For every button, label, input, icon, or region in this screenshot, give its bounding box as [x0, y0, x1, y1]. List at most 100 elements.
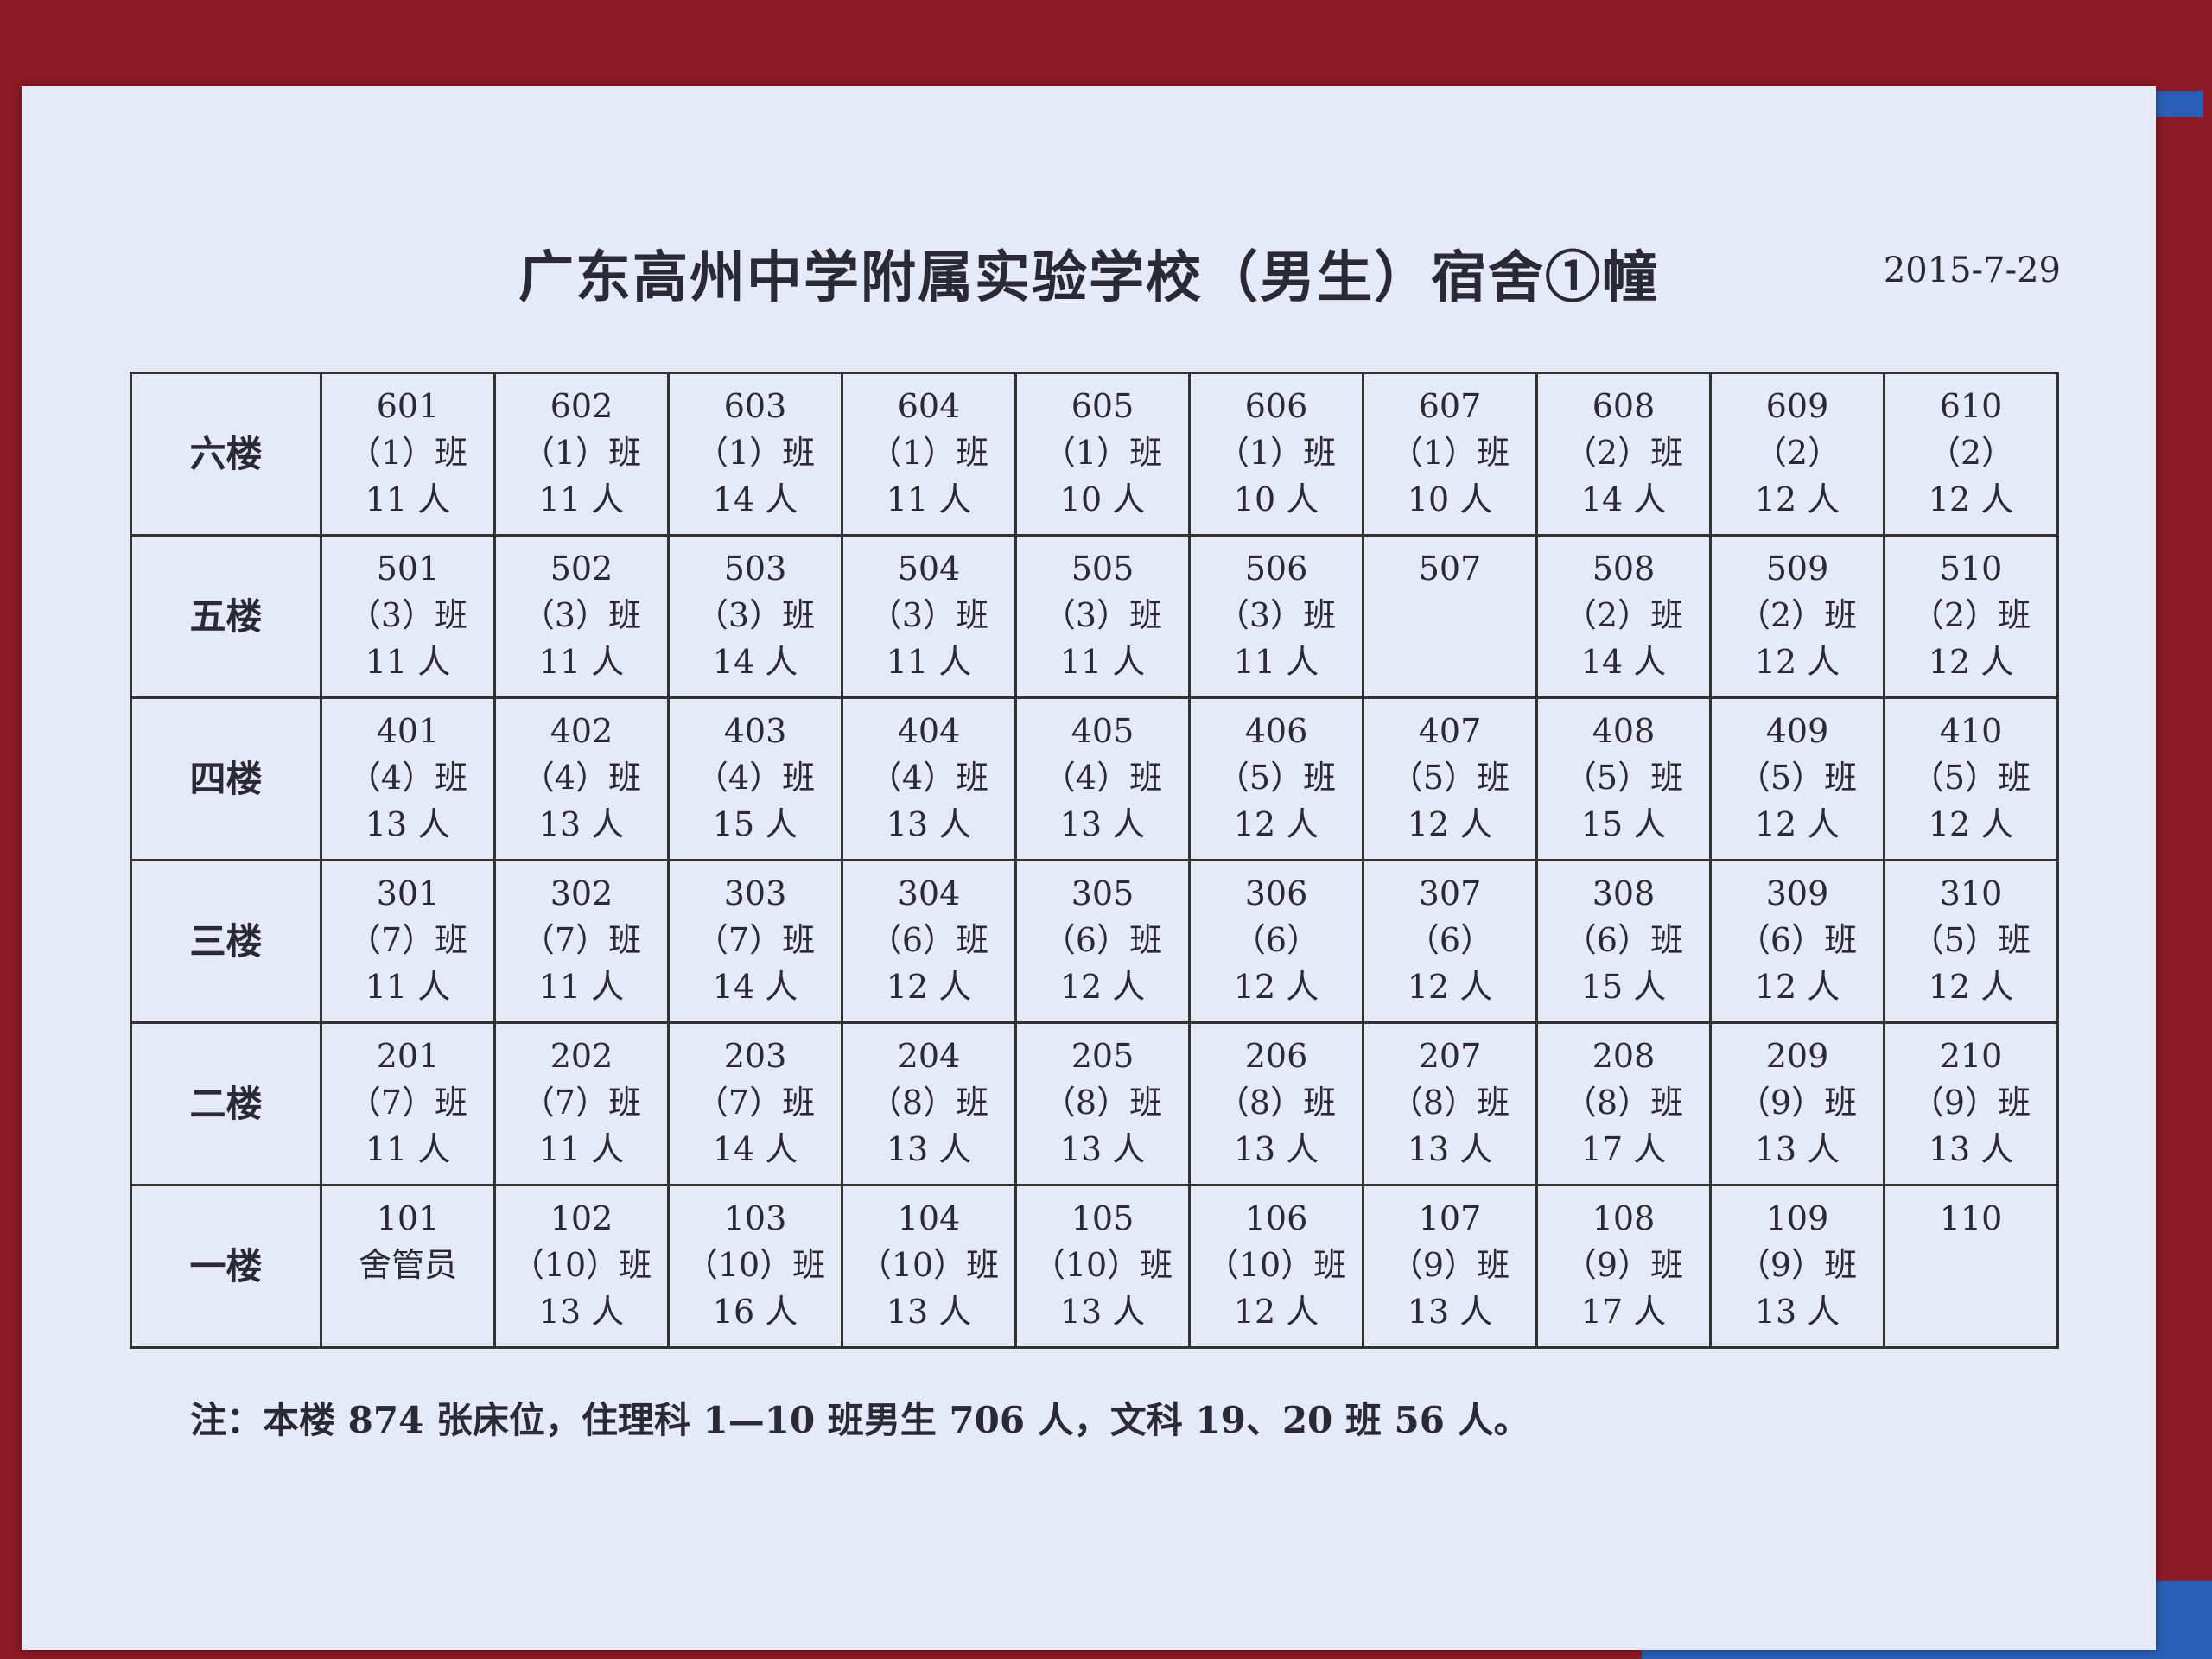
room-room: 609 — [1765, 387, 1829, 425]
table-row: 三楼 301 （7）班 11 人 302 （7）班 11 人 303 （7）班 14 人 304 （6… — [130, 859, 2059, 1024]
room-count: 10 人 — [1233, 480, 1319, 518]
room-room: 102 — [550, 1199, 613, 1237]
room-cell: 409 （5）班 12 人 — [1709, 696, 1885, 861]
room-class: （2） — [1927, 434, 2015, 472]
room-class: （7）班 — [695, 921, 816, 959]
room-cell: 106 （10）班 12 人 — [1188, 1184, 1364, 1349]
room-room: 110 — [1939, 1199, 2003, 1237]
room-class: （4）班 — [695, 759, 816, 797]
room-cell: 310 （5）班 12 人 — [1883, 859, 2059, 1024]
room-cell: 309 （6）班 12 人 — [1709, 859, 1885, 1024]
room-room: 408 — [1592, 712, 1656, 750]
room-class: （5）班 — [1563, 759, 1684, 797]
room-cell: 105 （10）班 13 人 — [1014, 1184, 1191, 1349]
room-room: 510 — [1939, 550, 2003, 588]
room-count: 12 人 — [1754, 480, 1840, 518]
room-room: 106 — [1244, 1199, 1308, 1237]
table-row: 六楼 601 （1）班 11 人 602 （1）班 11 人 603 （1）班 14 人 604 （1… — [130, 372, 2059, 537]
room-cell: 603 （1）班 14 人 — [667, 372, 843, 537]
room-class: （6） — [1406, 921, 1494, 959]
room-cell: 502 （3）班 11 人 — [493, 534, 670, 699]
room-count: 11 人 — [886, 643, 972, 681]
room-count: 11 人 — [538, 968, 625, 1006]
room-room: 508 — [1592, 550, 1656, 588]
room-cell: 203 （7）班 14 人 — [667, 1021, 843, 1186]
dorm-table: 六楼 601 （1）班 11 人 602 （1）班 11 人 603 （1）班 14 人 604 （1… — [130, 372, 2059, 1349]
room-class: （10）班 — [684, 1246, 826, 1284]
room-cell: 402 （4）班 13 人 — [493, 696, 670, 861]
room-class: （5）班 — [1737, 759, 1858, 797]
room-class: （6） — [1232, 921, 1320, 959]
room-class: （4）班 — [521, 759, 642, 797]
room-count: 12 人 — [1928, 805, 2014, 843]
room-class: （1）班 — [868, 434, 989, 472]
room-room: 405 — [1071, 712, 1135, 750]
room-room: 101 — [376, 1199, 440, 1237]
room-class: （2）班 — [1737, 596, 1858, 634]
room-cell: 509 （2）班 12 人 — [1709, 534, 1885, 699]
room-class: （1）班 — [1042, 434, 1163, 472]
room-count: 13 人 — [1233, 1130, 1319, 1168]
room-class: （9）班 — [1737, 1246, 1858, 1284]
table-row: 一楼 101 舍管员 102 （10）班 13 人 103 （10）班 16 人 104 （10）班… — [130, 1184, 2059, 1349]
room-count: 12 人 — [1928, 643, 2014, 681]
room-count: 11 人 — [365, 643, 451, 681]
room-count: 12 人 — [1233, 805, 1319, 843]
room-count: 13 人 — [1059, 1130, 1146, 1168]
room-class: （8）班 — [1563, 1084, 1684, 1122]
room-class: 舍管员 — [358, 1246, 457, 1284]
room-room: 104 — [897, 1199, 961, 1237]
room-count: 13 人 — [1059, 1293, 1146, 1331]
room-room: 310 — [1939, 874, 2003, 912]
room-room: 209 — [1765, 1037, 1829, 1075]
room-class: （2）班 — [1563, 596, 1684, 634]
room-count: 11 人 — [1059, 643, 1146, 681]
room-count: 14 人 — [1580, 480, 1667, 518]
paper: 广东高州中学附属实验学校（男生）宿舍①幢 2015-7-29 六楼 601 （1）班… — [22, 86, 2156, 1650]
room-count: 11 人 — [886, 480, 972, 518]
room-cell: 305 （6）班 12 人 — [1014, 859, 1191, 1024]
room-room: 103 — [723, 1199, 787, 1237]
room-room: 109 — [1765, 1199, 1829, 1237]
room-cell: 208 （8）班 17 人 — [1535, 1021, 1712, 1186]
table-row: 二楼 201 （7）班 11 人 202 （7）班 11 人 203 （7）班 14 人 204 （8… — [130, 1021, 2059, 1186]
room-count: 12 人 — [1928, 968, 2014, 1006]
room-class: （4）班 — [868, 759, 989, 797]
room-room: 502 — [550, 550, 613, 588]
room-count: 11 人 — [1233, 643, 1319, 681]
room-cell: 508 （2）班 14 人 — [1535, 534, 1712, 699]
room-cell: 209 （9）班 13 人 — [1709, 1021, 1885, 1186]
room-room: 501 — [376, 550, 440, 588]
room-class: （9）班 — [1563, 1246, 1684, 1284]
room-cell: 201 （7）班 11 人 — [320, 1021, 496, 1186]
title: 广东高州中学附属实验学校（男生）宿舍①幢 — [518, 245, 1659, 310]
room-cell: 304 （6）班 12 人 — [841, 859, 1017, 1024]
date: 2015-7-29 — [1883, 251, 2061, 290]
room-cell: 210 （9）班 13 人 — [1883, 1021, 2059, 1186]
room-class: （5）班 — [1389, 759, 1510, 797]
room-cell: 302 （7）班 11 人 — [493, 859, 670, 1024]
room-room: 509 — [1765, 550, 1829, 588]
room-class: （4）班 — [347, 759, 468, 797]
room-count: 14 人 — [712, 1130, 798, 1168]
room-room: 409 — [1765, 712, 1829, 750]
room-cell: 109 （9）班 13 人 — [1709, 1184, 1885, 1349]
room-room: 506 — [1244, 550, 1308, 588]
room-cell: 205 （8）班 13 人 — [1014, 1021, 1191, 1186]
room-cell: 606 （1）班 10 人 — [1188, 372, 1364, 537]
room-room: 604 — [897, 387, 961, 425]
room-cell: 609 （2） 12 人 — [1709, 372, 1885, 537]
room-count: 11 人 — [365, 1130, 451, 1168]
room-room: 105 — [1071, 1199, 1135, 1237]
room-cell: 101 舍管员 — [320, 1184, 496, 1349]
room-room: 507 — [1418, 550, 1482, 588]
room-count: 12 人 — [1754, 805, 1840, 843]
room-count: 13 人 — [365, 805, 451, 843]
room-count: 16 人 — [712, 1293, 798, 1331]
room-class: （1）班 — [1389, 434, 1510, 472]
room-cell: 507 — [1362, 534, 1538, 699]
room-cell: 608 （2）班 14 人 — [1535, 372, 1712, 537]
room-cell: 403 （4）班 15 人 — [667, 696, 843, 861]
room-room: 404 — [897, 712, 961, 750]
room-room: 403 — [723, 712, 787, 750]
